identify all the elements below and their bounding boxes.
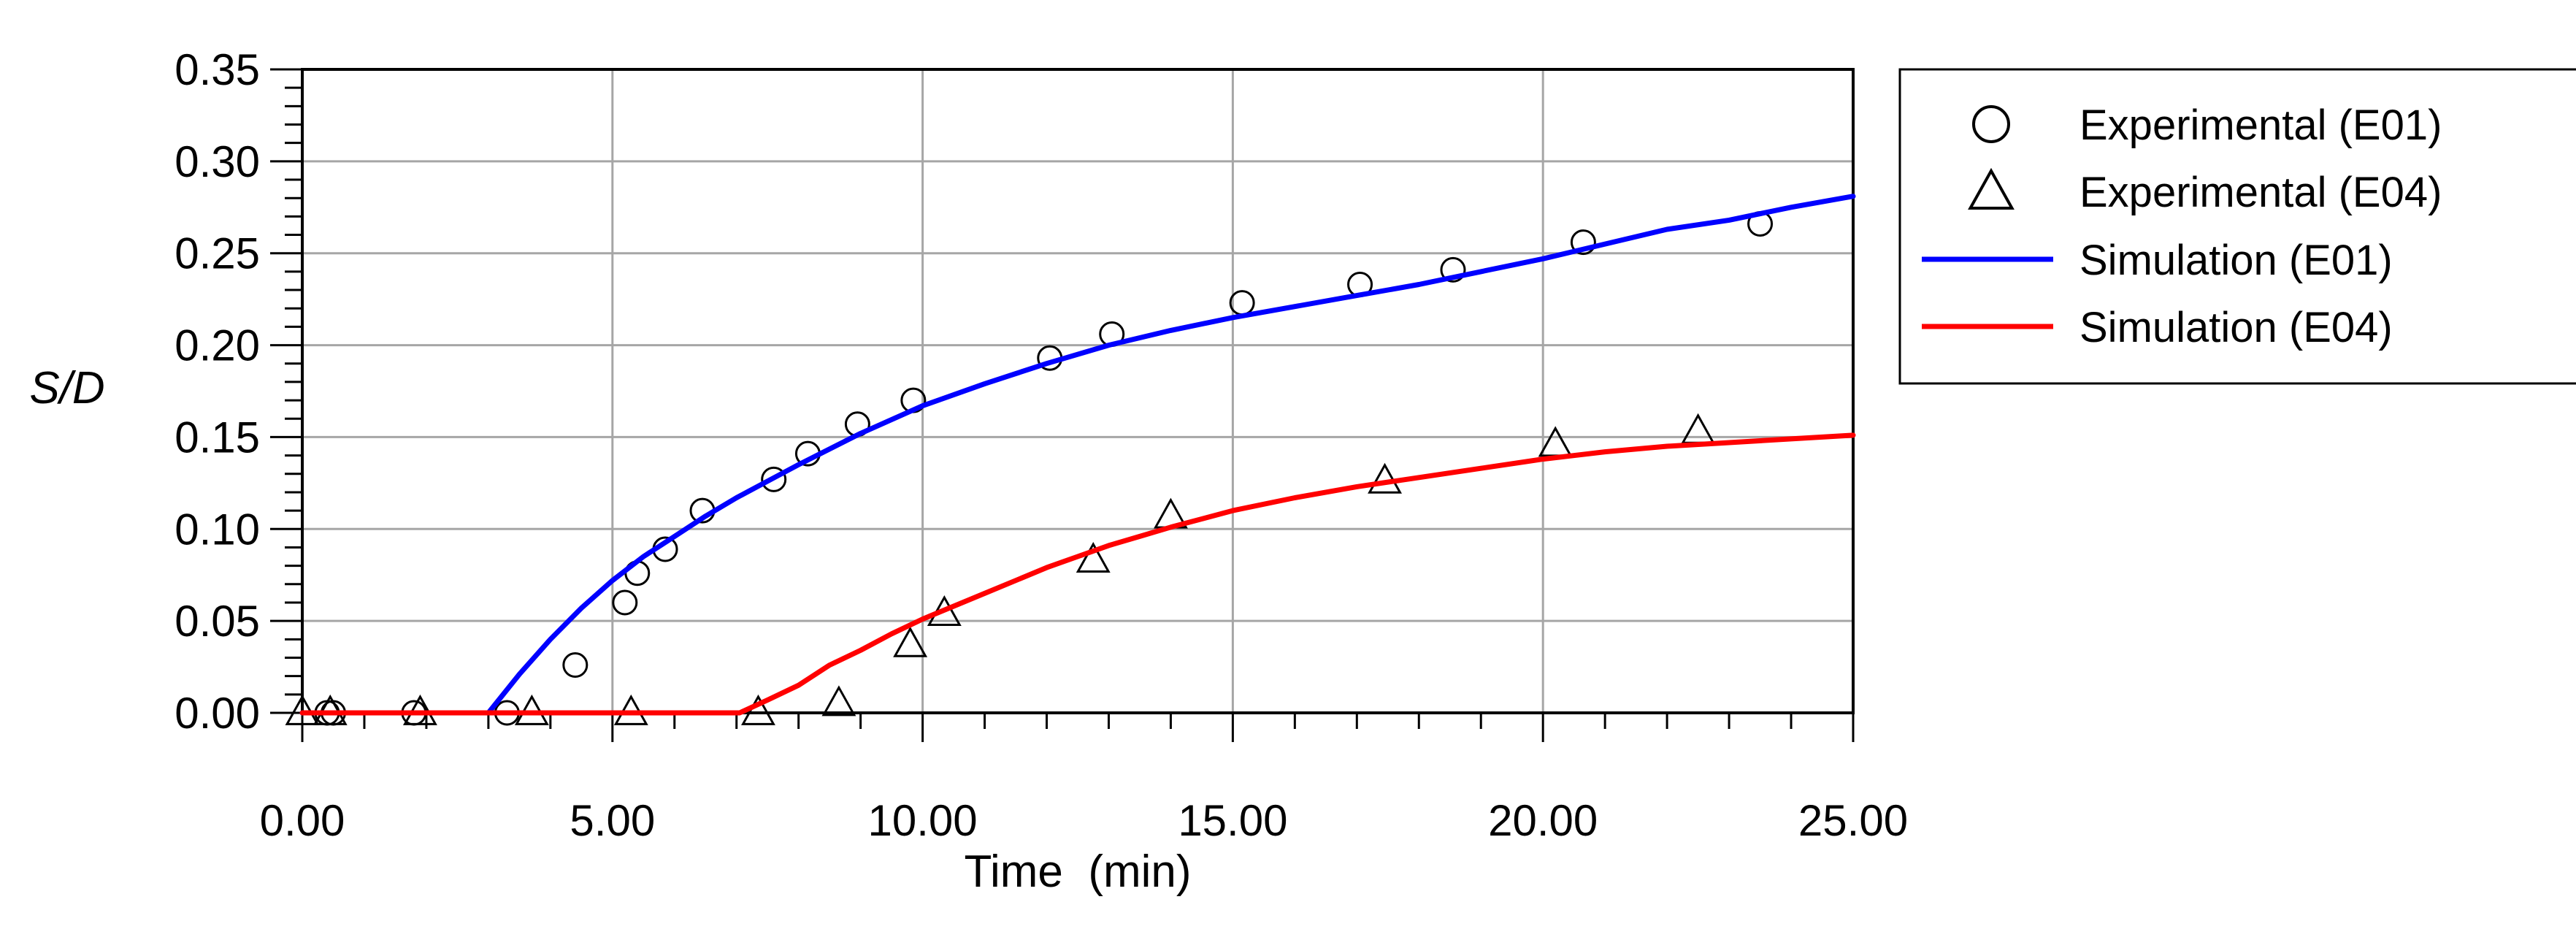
x-tick-label: 5.00 [570, 796, 655, 845]
data-point-triangle [1368, 462, 1403, 494]
data-point-triangle [1538, 426, 1573, 457]
x-tick-label: 25.00 [1798, 796, 1908, 845]
legend-items: Experimental (E01) Experimental (E04) Simu… [1922, 102, 2442, 351]
y-tick-label: 0.10 [175, 505, 260, 554]
legend-item: Simulation (E04) [1922, 304, 2393, 351]
legend-label: Simulation (E01) [2079, 237, 2393, 284]
x-tick-label: 15.00 [1178, 796, 1287, 845]
y-tick-label: 0.05 [175, 597, 260, 646]
legend-circle-marker [1972, 105, 2010, 143]
series-line [299, 432, 1856, 716]
y-tick-label: 0.30 [175, 137, 260, 186]
series-4 [299, 432, 1856, 716]
legend-label: Experimental (E04) [2079, 169, 2442, 216]
legend-item: Simulation (E01) [1922, 237, 2393, 284]
data-point-circle [562, 652, 589, 679]
y-tick-label: 0.00 [175, 689, 260, 738]
grid-layer [302, 69, 1853, 713]
data-point-circle [612, 589, 638, 616]
x-tick-label: 0.00 [260, 796, 345, 845]
data-point-triangle [893, 626, 928, 657]
series-1 [314, 210, 1774, 726]
y-tick-labels: 0.00 0.05 0.10 0.15 0.20 0.25 0.30 0.35 [175, 45, 260, 738]
legend-item: Experimental (E04) [1968, 167, 2442, 216]
data-point-triangle [1681, 413, 1716, 444]
y-tick-label: 0.25 [175, 229, 260, 278]
series-3 [299, 194, 1856, 716]
y-tick-label: 0.15 [175, 413, 260, 462]
plot-frame [301, 68, 1855, 714]
data-point-circle [1229, 290, 1255, 316]
y-tick-label: 0.20 [175, 321, 260, 370]
y-tick-label: 0.35 [175, 45, 260, 94]
series-layer [285, 194, 1856, 726]
legend-item: Experimental (E01) [1972, 102, 2442, 149]
legend-label: Experimental (E01) [2079, 102, 2442, 149]
legend-label: Simulation (E04) [2079, 304, 2393, 351]
data-point-circle [1570, 229, 1596, 256]
y-axis-label: S/D [29, 363, 104, 413]
data-point-triangle [1076, 542, 1111, 573]
ticks-layer [270, 68, 1855, 742]
data-point-circle [1440, 256, 1466, 283]
series-2 [285, 413, 1716, 725]
series-line [299, 194, 1856, 716]
legend-box [1898, 68, 2576, 385]
x-tick-label: 20.00 [1488, 796, 1598, 845]
data-point-circle [761, 466, 787, 492]
legend: Experimental (E01) Experimental (E04) Simu… [1898, 68, 2576, 385]
data-point-triangle [821, 685, 856, 717]
x-tick-label: 10.00 [868, 796, 978, 845]
x-tick-labels: 0.00 5.00 10.00 15.00 20.00 25.00 [260, 796, 1908, 845]
axes-layer [301, 68, 1855, 714]
x-axis-label: Time (min) [964, 847, 1191, 897]
legend-triangle-marker [1968, 167, 2015, 210]
